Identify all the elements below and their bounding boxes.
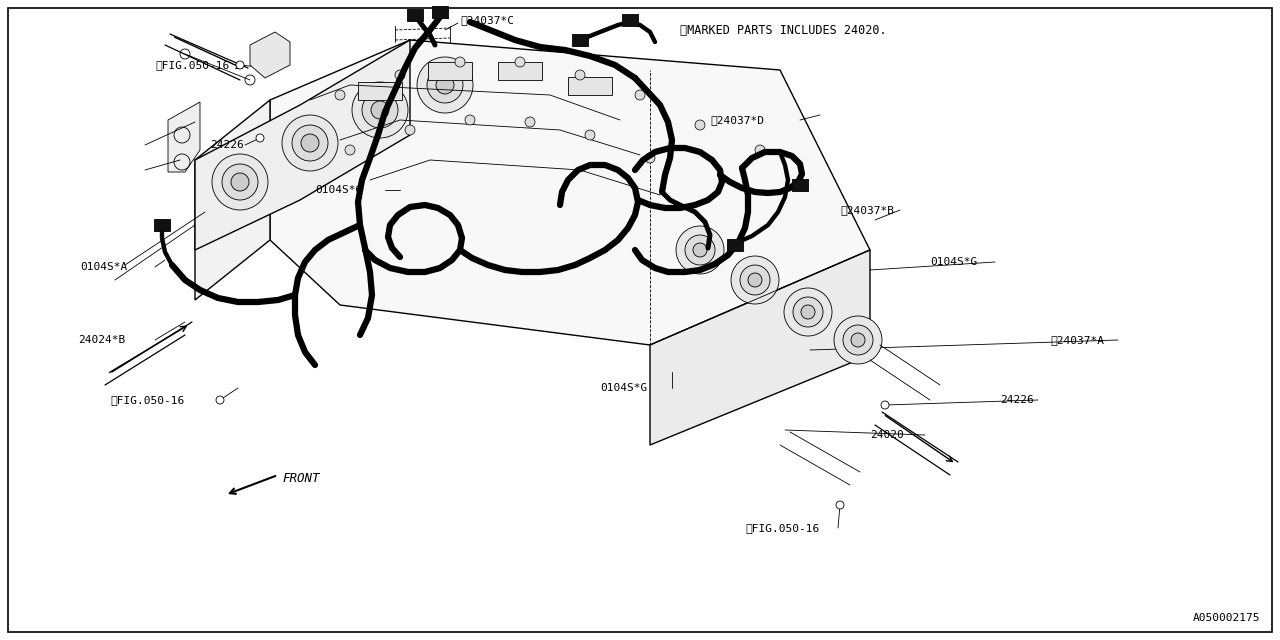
Circle shape bbox=[685, 235, 716, 265]
Circle shape bbox=[525, 117, 535, 127]
Text: ※24037*A: ※24037*A bbox=[1050, 335, 1103, 345]
Circle shape bbox=[428, 67, 463, 103]
Circle shape bbox=[585, 130, 595, 140]
Polygon shape bbox=[195, 100, 270, 300]
Circle shape bbox=[236, 61, 244, 69]
Circle shape bbox=[794, 297, 823, 327]
Circle shape bbox=[692, 243, 707, 257]
Polygon shape bbox=[650, 250, 870, 445]
Circle shape bbox=[256, 134, 264, 142]
Bar bbox=[428, 62, 472, 80]
Circle shape bbox=[436, 76, 454, 94]
Text: 0104S*G: 0104S*G bbox=[931, 257, 977, 267]
Circle shape bbox=[851, 333, 865, 347]
Circle shape bbox=[575, 70, 585, 80]
Text: FRONT: FRONT bbox=[282, 472, 320, 484]
Text: 0104S*G: 0104S*G bbox=[600, 383, 648, 393]
Circle shape bbox=[740, 265, 771, 295]
Text: ※FIG.050-16: ※FIG.050-16 bbox=[745, 523, 819, 533]
Circle shape bbox=[454, 57, 465, 67]
Circle shape bbox=[212, 154, 268, 210]
Circle shape bbox=[515, 57, 525, 67]
Circle shape bbox=[836, 501, 844, 509]
Polygon shape bbox=[250, 32, 291, 78]
Circle shape bbox=[465, 115, 475, 125]
Text: 24020: 24020 bbox=[870, 430, 904, 440]
Circle shape bbox=[230, 173, 250, 191]
Bar bbox=[572, 34, 588, 46]
Circle shape bbox=[362, 92, 398, 128]
Text: ※FIG.050-16: ※FIG.050-16 bbox=[110, 395, 184, 405]
Text: ※24037*C: ※24037*C bbox=[460, 15, 515, 25]
Circle shape bbox=[346, 145, 355, 155]
Circle shape bbox=[635, 90, 645, 100]
Text: ※24037*D: ※24037*D bbox=[710, 115, 764, 125]
Circle shape bbox=[352, 82, 408, 138]
Circle shape bbox=[282, 115, 338, 171]
Text: 24226: 24226 bbox=[210, 140, 243, 150]
Circle shape bbox=[695, 120, 705, 130]
Circle shape bbox=[645, 153, 655, 163]
Polygon shape bbox=[270, 40, 870, 345]
Polygon shape bbox=[195, 40, 410, 250]
Circle shape bbox=[801, 305, 815, 319]
Bar bbox=[498, 62, 541, 80]
Text: 0104S*A: 0104S*A bbox=[81, 262, 127, 272]
Bar bbox=[358, 82, 402, 100]
Text: 24024*B: 24024*B bbox=[78, 335, 125, 345]
Circle shape bbox=[216, 396, 224, 404]
Circle shape bbox=[844, 325, 873, 355]
Text: 24226: 24226 bbox=[1000, 395, 1034, 405]
Circle shape bbox=[301, 134, 319, 152]
Polygon shape bbox=[168, 102, 200, 172]
Bar bbox=[568, 77, 612, 95]
Circle shape bbox=[731, 256, 780, 304]
Text: ※MARKED PARTS INCLUDES 24020.: ※MARKED PARTS INCLUDES 24020. bbox=[680, 24, 887, 36]
Circle shape bbox=[835, 316, 882, 364]
Bar bbox=[154, 219, 170, 231]
Circle shape bbox=[417, 57, 474, 113]
Circle shape bbox=[404, 125, 415, 135]
Circle shape bbox=[881, 401, 890, 409]
Circle shape bbox=[221, 164, 259, 200]
Circle shape bbox=[676, 226, 724, 274]
Text: A050002175: A050002175 bbox=[1193, 613, 1260, 623]
Circle shape bbox=[396, 70, 404, 80]
Bar bbox=[792, 179, 808, 191]
Circle shape bbox=[335, 90, 346, 100]
Bar bbox=[407, 9, 422, 21]
Text: 0104S*G: 0104S*G bbox=[315, 185, 362, 195]
Text: ※FIG.050-16: ※FIG.050-16 bbox=[155, 60, 229, 70]
Circle shape bbox=[785, 288, 832, 336]
Circle shape bbox=[755, 145, 765, 155]
Bar bbox=[433, 6, 448, 18]
Bar bbox=[727, 239, 742, 251]
Circle shape bbox=[371, 101, 389, 119]
Circle shape bbox=[292, 125, 328, 161]
Circle shape bbox=[748, 273, 762, 287]
Text: ※24037*B: ※24037*B bbox=[840, 205, 893, 215]
Bar bbox=[622, 14, 637, 26]
